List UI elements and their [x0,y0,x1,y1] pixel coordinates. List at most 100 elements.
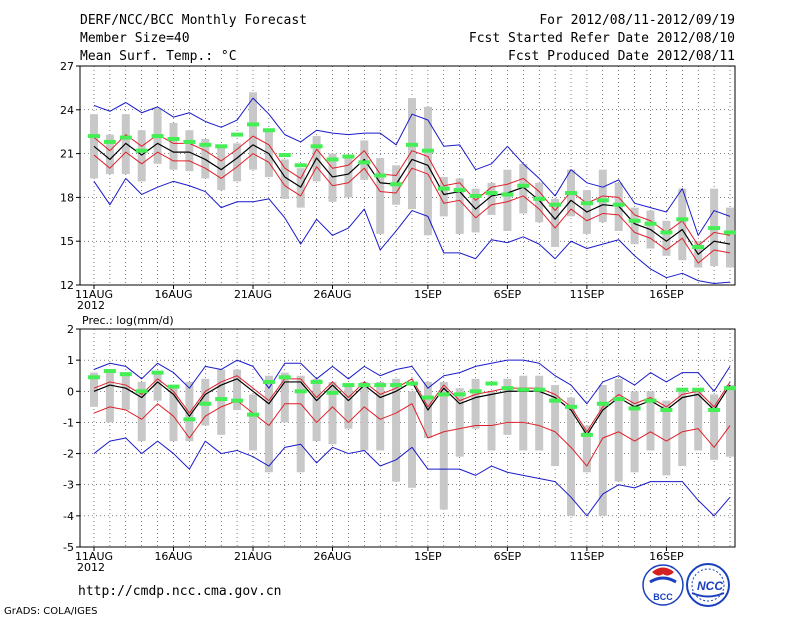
climatology-marker [660,230,673,235]
climatology-marker [692,387,705,392]
member-range-bar [217,146,226,191]
climatology-marker [549,202,562,207]
climatology-marker [580,432,593,437]
member-range-bar [519,375,528,451]
member-range-bar [376,381,385,451]
climatology-marker [88,375,100,380]
member-range-bar [121,375,130,410]
climatology-marker [406,381,418,386]
member-range-bar [455,388,464,457]
climatology-marker [390,383,403,388]
climatology-marker [294,163,307,168]
member-range-bar [551,385,560,467]
bcc-logo: BCC [642,564,684,606]
member-range-bar [471,378,480,429]
y-tick-label: 1 [67,354,74,367]
climatology-marker [358,160,371,165]
member-range-bar [408,98,416,210]
climatology-marker [103,139,116,144]
climatology-marker [612,397,625,402]
precipitation-panel: -5 -4 -3 -2 -1 0 1 2 11AUG 16AUG 21AUG 26AUG 1SEP 6SE… [63,323,736,574]
climatology-marker [374,173,387,178]
member-range-bar [662,220,671,256]
member-range-bar [662,400,671,476]
climatology-marker [278,153,291,158]
grads-credit: GrADS: COLA/IGES [4,606,98,617]
ncc-logo-text: NCC [697,579,723,593]
climatology-marker [183,417,196,422]
member-range-bar [264,128,273,177]
climatology-marker [453,188,466,193]
climatology-marker [724,386,736,391]
member-range-bar [614,378,623,482]
member-range-bar [646,391,655,451]
member-range-bar [551,198,560,248]
y-tick-label: 15 [60,235,74,248]
climatology-marker [151,370,164,375]
member-range-bar [328,153,337,202]
climatology-marker [469,389,482,394]
climatology-marker [421,148,434,153]
member-range-bar [423,106,432,236]
x-tick-label: 11AUG [75,550,113,563]
member-range-bar [264,375,273,473]
climatology-marker [183,139,196,144]
climatology-marker [644,221,657,226]
member-range-bar [105,134,114,175]
climatology-marker [437,392,450,397]
climatology-marker [215,144,228,149]
member-range-bar [296,168,305,208]
y-tick-label: 12 [60,279,74,292]
climatology-marker [453,392,466,397]
member-range-bar [726,385,734,457]
footer-url: http://cmdp.ncc.cma.gov.cn [78,584,282,599]
climatology-marker [231,132,244,137]
mean-minus-std-line [93,400,731,467]
member-range-bar [376,157,385,234]
member-range-bar [519,163,528,214]
member-range-bar [169,122,178,170]
climatology-marker [501,192,514,197]
y-tick-label: -4 [63,510,74,523]
plot-frame [79,65,736,286]
y-tick-label: 27 [60,60,74,73]
member-range-bar [185,130,194,172]
y-tick-label: -2 [63,448,74,461]
climatology-marker [596,198,609,203]
min-envelope-line [93,437,731,517]
member-range-bar [185,381,194,442]
member-range-bar [439,381,448,510]
member-range-bar [328,381,337,445]
climatology-marker [231,398,244,403]
member-range-bar [217,369,226,435]
climatology-marker [135,148,148,153]
member-range-bar [535,182,544,223]
x-tick-label: 16AUG [154,550,192,563]
header-title: DERF/NCC/BCC Monthly Forecast [80,13,307,28]
max-envelope-line [93,359,731,405]
climatology-marker [278,375,291,380]
climatology-marker [342,383,355,388]
climatology-marker [517,387,530,392]
climatology-marker [247,412,259,417]
member-range-bar [153,372,162,401]
climatology-marker [119,372,132,377]
x-year-label: 2012 [77,299,105,312]
climatology-marker [294,389,307,394]
member-range-bar [105,372,114,423]
member-range-bar [296,375,305,473]
climatology-marker [724,230,736,235]
climatology-marker [215,397,228,402]
x-tick-label: 26AUG [313,288,351,301]
header-produced-date: Fcst Produced Date 2012/08/11 [508,49,735,64]
y-tick-label: 21 [60,148,74,161]
x-tick-label: 21AUG [234,550,272,563]
climatology-marker [262,379,275,384]
climatology-marker [358,383,371,388]
member-range-bar [392,378,401,482]
climatology-marker [485,191,498,196]
x-tick-label: 16AUG [154,288,192,301]
member-range-bar [439,176,448,217]
member-range-bar [471,188,480,233]
